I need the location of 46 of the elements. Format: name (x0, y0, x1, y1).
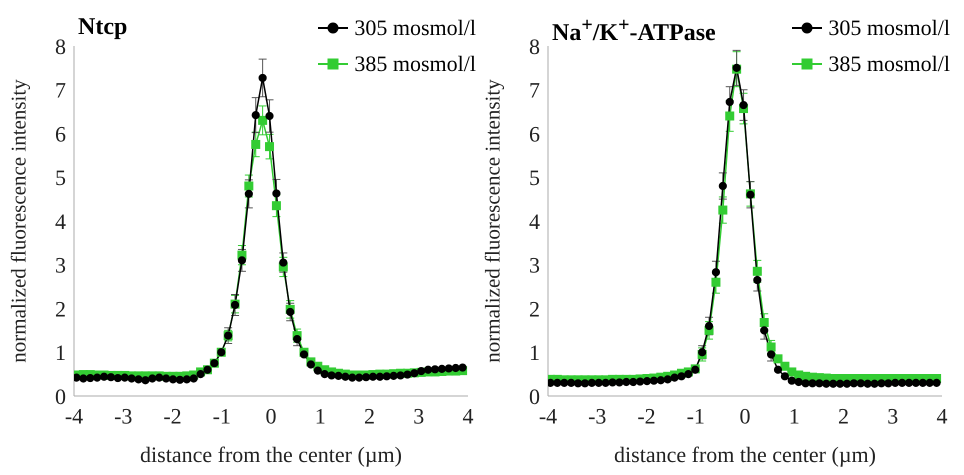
y-tick-label: 8 (529, 34, 540, 59)
y-tick-label: 4 (529, 208, 540, 234)
y-tick-label: 7 (529, 78, 540, 103)
legend-label: 305 mosmol/l (828, 15, 950, 41)
x-tick-label: 1 (788, 404, 800, 429)
x-tick-label: -3 (588, 404, 606, 429)
x-tick-label: 0 (740, 404, 750, 429)
x-tick-label: 2 (838, 404, 849, 429)
y-tick-label: 6 (529, 121, 540, 146)
y-axis-title: normalized fluorescence intensity (480, 78, 504, 363)
legend-label: 385 mosmol/l (828, 51, 950, 77)
x-tick-label: -2 (163, 404, 182, 429)
x-tick-label: 3 (413, 404, 424, 429)
y-tick-label: 4 (55, 208, 66, 234)
y-tick-label: 0 (55, 384, 66, 409)
x-tick-label: 1 (314, 404, 326, 429)
legend-label: 385 mosmol/l (354, 51, 476, 77)
chart-title: Na$^{+}$/K$^{+}$-ATPase (552, 14, 716, 47)
x-tick-label: 4 (936, 404, 948, 429)
y-tick-label: 1 (55, 340, 66, 366)
y-axis-title: normalized fluorescence intensity (6, 78, 30, 363)
y-tick-label: 8 (55, 34, 66, 59)
y-tick-label: 2 (529, 296, 540, 322)
y-tick-label: 3 (529, 252, 540, 278)
x-tick-label: -4 (538, 404, 558, 429)
x-axis-title: distance from the center (µm) (140, 442, 402, 467)
x-tick-label: 0 (266, 404, 276, 429)
x-tick-label: -2 (637, 404, 656, 429)
y-tick-label: 6 (55, 121, 66, 146)
x-axis-title: distance from the center (µm) (614, 442, 876, 467)
y-tick-label: 1 (529, 340, 540, 366)
x-tick-label: -1 (212, 404, 231, 429)
y-tick-label: 0 (529, 384, 540, 409)
y-tick-label: 5 (55, 165, 66, 190)
x-tick-label: -4 (64, 404, 84, 429)
legend-label: 305 mosmol/l (354, 15, 476, 41)
y-tick-label: 5 (529, 165, 540, 190)
x-tick-label: -1 (686, 404, 705, 429)
x-tick-label: 3 (887, 404, 898, 429)
x-tick-label: -3 (114, 404, 132, 429)
x-tick-label: 4 (462, 404, 474, 429)
y-tick-label: 2 (55, 296, 66, 322)
chart-title: Ntcp (78, 14, 128, 41)
y-tick-label: 3 (55, 252, 66, 278)
y-tick-label: 7 (55, 78, 66, 103)
x-tick-label: 2 (364, 404, 375, 429)
